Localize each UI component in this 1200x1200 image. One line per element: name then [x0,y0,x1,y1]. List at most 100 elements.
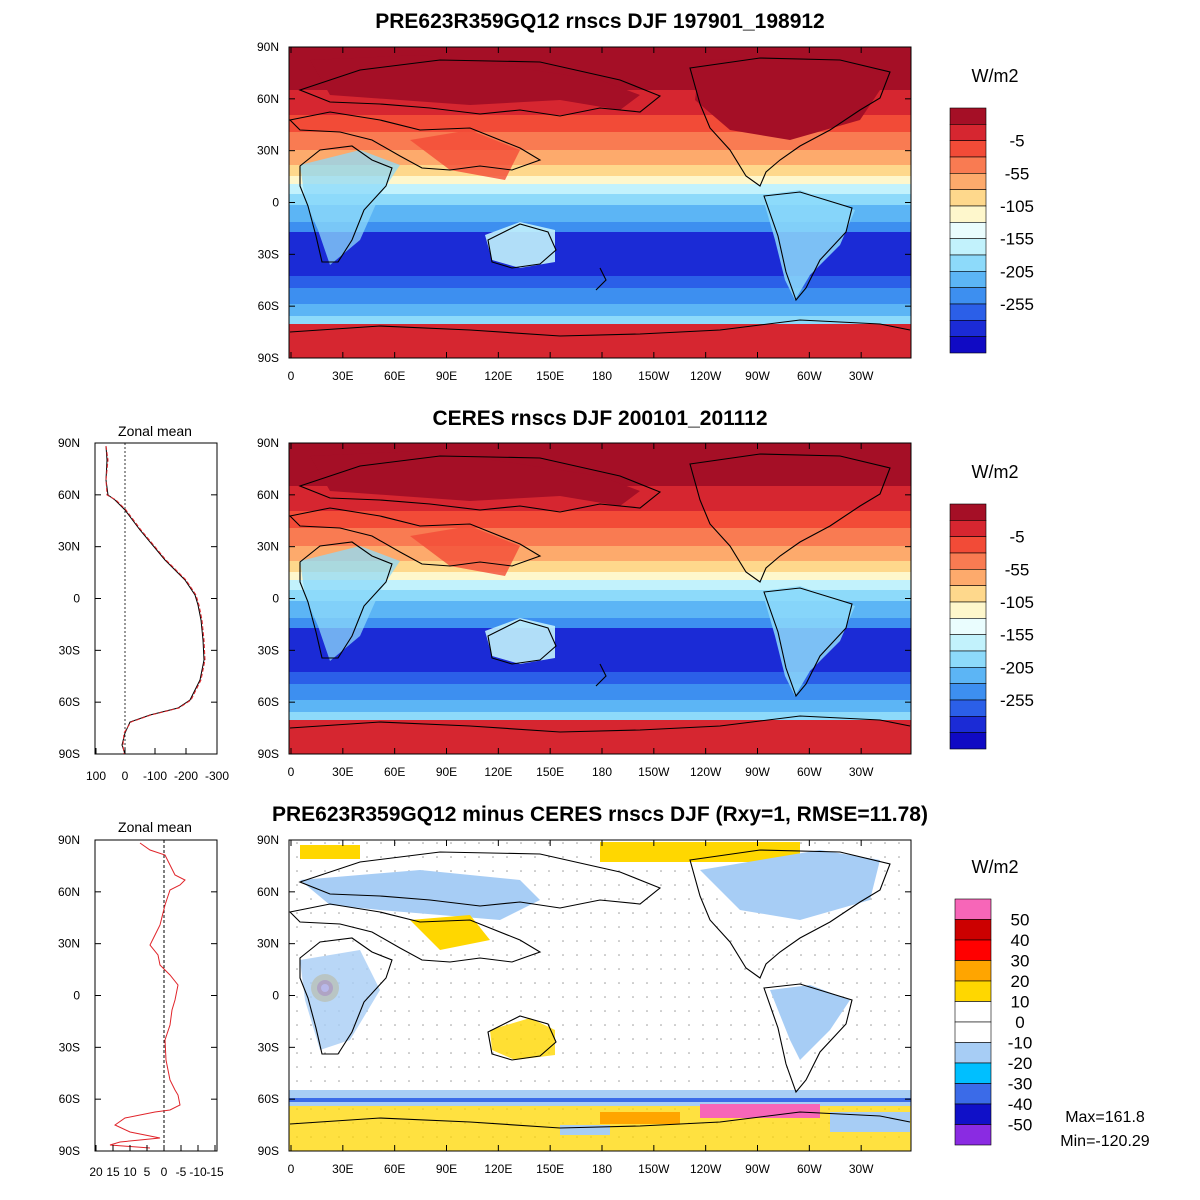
colorbar-label: -155 [1000,626,1034,645]
colorbar-swatch [949,222,987,239]
colorbar-swatch [949,683,987,701]
lon-tick-label: 90E [436,1162,457,1176]
zonal-x-label: 20 [89,1165,103,1179]
colorbar-swatch [949,254,987,272]
colorbar-swatch [949,320,987,337]
zonal-x-label: -100 [143,769,167,783]
colorbar-label: 50 [1011,911,1030,930]
colorbar-swatch [949,336,987,354]
bottom-lat-tick-labels: 90N 60N 30N 0 30S 60S 90S [257,833,279,1158]
colorbar-swatch [949,238,987,256]
lat-tick-label: 90N [257,436,279,450]
lon-tick-label: 60W [797,369,822,383]
colorbar-swatch [954,1062,992,1084]
colorbar-label: 20 [1011,972,1030,991]
lon-tick-label: 120E [484,369,512,383]
lat-tick-label: 0 [272,989,279,1003]
zonal-mean-middle-frame [94,442,218,755]
colorbar-label: -55 [1005,560,1030,579]
lon-tick-label: 180 [592,369,612,383]
colorbar-swatch [949,189,987,207]
lat-tick-label: 60N [257,488,279,502]
min-value-label: Min=-120.29 [1060,1133,1149,1150]
zonal-x-label: 15 [106,1165,120,1179]
map-tick-marks [289,46,911,1152]
zonal-mean-middle-title: Zonal mean [118,423,192,439]
lat-tick-label: 0 [272,592,279,606]
lon-tick-label: 120W [690,1162,722,1176]
colorbar-swatch [949,569,987,586]
colorbar-swatch [954,898,992,920]
lon-tick-label: 30E [332,1162,353,1176]
colorbar-swatch [954,1021,992,1043]
lon-tick-label: 150W [638,369,670,383]
max-value-label: Max=161.8 [1065,1109,1145,1126]
colorbar-label: 10 [1011,993,1030,1012]
top-lat-tick-labels: 90N 60N 30N 0 30S 60S 90S [257,40,279,365]
colorbar-swatch [954,1124,992,1146]
lon-tick-label: 60E [384,369,405,383]
zonal-x-label: -15 [206,1165,224,1179]
colorbar-swatch [954,1001,992,1023]
lon-tick-label: 60W [797,1162,822,1176]
lat-tick-label: 0 [272,196,279,210]
colorbar-swatch [949,271,987,288]
lat-tick-label: 30N [257,540,279,554]
zonal-lat-label: 90N [58,833,80,847]
lon-tick-label: 90W [745,1162,770,1176]
lon-tick-label: 150E [536,369,564,383]
bottom-map-coastlines [289,849,911,1129]
lon-tick-label: 150E [536,1162,564,1176]
lat-tick-label: 90S [258,351,279,365]
colorbar-label: 30 [1011,952,1030,971]
top-map-coastlines [289,57,911,337]
colorbar-swatch [949,520,987,537]
lon-tick-label: 180 [592,765,612,779]
zonal-mean-middle-x-labels: 100 0 -100 -200 -300 [86,748,229,783]
bottom-map-panel [289,840,911,1151]
zonal-mean-bottom-diff-line [109,842,186,1149]
bottom-panel-title: PRE623R359GQ12 minus CERES rnscs DJF (Rx… [272,803,928,826]
colorbar-swatch [954,939,992,961]
lon-tick-label: 150E [536,765,564,779]
zonal-mean-bottom-lat-labels: 90N 60N 30N 0 30S 60S 90S [58,833,217,1158]
colorbar-swatch [949,303,987,321]
colorbar-swatch [949,287,987,305]
zonal-mean-bottom-frame [94,839,218,1152]
colorbar-swatch [949,140,987,158]
zonal-x-label: -200 [174,769,198,783]
colorbar-label: -40 [1008,1095,1033,1114]
lon-tick-label: 90W [745,765,770,779]
zonal-lat-label: 30S [59,1040,80,1054]
colorbar-label: -55 [1005,164,1030,183]
colorbar-swatch [954,1083,992,1105]
middle-lat-tick-labels: 90N 60N 30N 0 30S 60S 90S [257,436,279,761]
colorbar-swatch [954,980,992,1002]
lon-tick-label: 60W [797,765,822,779]
zonal-lat-label: 30N [58,540,80,554]
colorbar-swatch [949,716,987,733]
lon-tick-label: 30E [332,765,353,779]
top-units-label: W/m2 [972,66,1019,86]
middle-map-coastlines [289,453,911,733]
colorbar-swatch [954,1103,992,1125]
lon-tick-label: 150W [638,1162,670,1176]
colorbar-label: -5 [1009,132,1024,151]
top-colorbar: -5 -55 -105 -155 -205 -255 [949,107,1034,354]
zonal-mean-bottom-x-labels: 20 15 10 5 0 -5 -10 -15 [89,1145,224,1179]
top-map-panel [289,47,911,358]
zonal-lat-label: 60S [59,1092,80,1106]
lon-tick-label: 0 [288,765,295,779]
lat-tick-label: 30S [258,643,279,657]
colorbar-label: -205 [1000,658,1034,677]
zonal-lat-label: 60N [58,885,80,899]
colorbar-label: -5 [1009,528,1024,547]
zonal-x-label: 100 [86,769,106,783]
middle-units-label: W/m2 [972,462,1019,482]
zonal-lat-label: 0 [73,592,80,606]
lon-tick-label: 30W [849,369,874,383]
lon-tick-label: 60E [384,765,405,779]
